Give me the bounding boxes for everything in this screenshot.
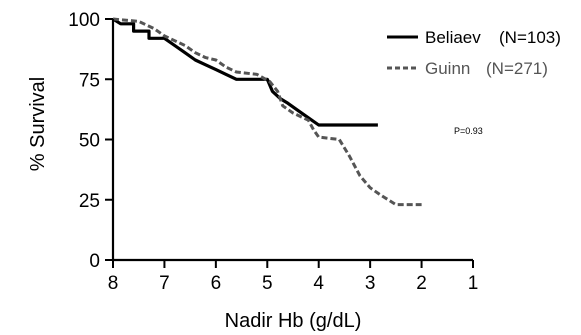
- ticks: 8 7 6 5 4 3 2 1 0 25 50 75 100: [68, 10, 478, 294]
- x-tick-label: 2: [416, 273, 427, 294]
- x-tick-label: 1: [468, 273, 479, 294]
- y-tick-label: 75: [79, 70, 100, 91]
- series-layer: [112, 17, 422, 207]
- y-tick-label: 0: [89, 251, 100, 272]
- legend-n-guinn: (N=271): [486, 59, 548, 78]
- y-tick-label: 50: [79, 131, 100, 152]
- y-axis-title: % Survival: [27, 77, 49, 171]
- x-tick-label: 7: [159, 273, 170, 294]
- x-tick-label: 8: [108, 273, 119, 294]
- x-tick-label: 5: [262, 273, 273, 294]
- legend-label-guinn: Guinn: [425, 59, 470, 78]
- y-tick-label: 25: [79, 191, 100, 212]
- x-tick-label: 3: [365, 273, 376, 294]
- x-tick-label: 6: [211, 273, 222, 294]
- x-axis-title: Nadir Hb (g/dL): [225, 310, 362, 332]
- x-tick-label: 4: [313, 273, 324, 294]
- legend-label-beliaev: Beliaev: [425, 28, 481, 47]
- legend: Beliaev (N=103) Guinn (N=271): [387, 28, 561, 78]
- axes: [111, 19, 473, 262]
- legend-n-beliaev: (N=103): [499, 28, 561, 47]
- p-value-annotation: P=0.93: [454, 126, 483, 136]
- y-tick-label: 100: [68, 10, 100, 31]
- series-line-beliaev: [112, 17, 378, 127]
- series-line-guinn: [112, 17, 422, 207]
